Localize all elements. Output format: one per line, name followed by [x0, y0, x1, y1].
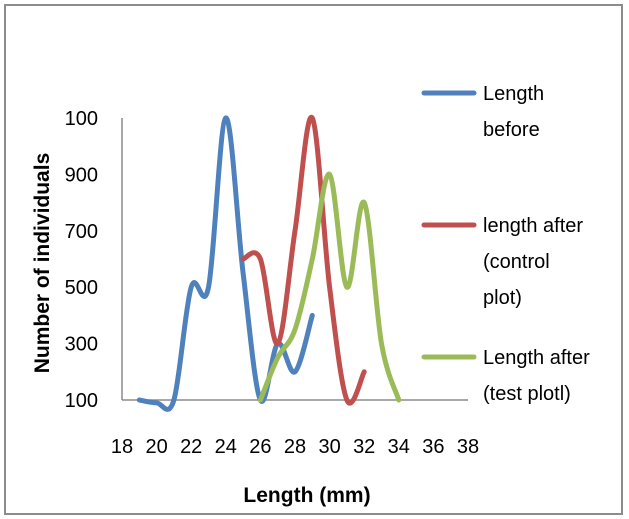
- x-tick-label: 28: [284, 436, 306, 458]
- x-tick-labels: 18 20 22 24 26 28 30 32 34 36 38: [111, 436, 479, 458]
- y-tick-label: 900: [65, 164, 98, 186]
- chart-frame: 100 300 500 700 900 100 18 20 22 24 26 28 30 32 34 36 3…: [4, 4, 623, 515]
- y-tick-label: 700: [65, 221, 98, 243]
- x-tick-label: 26: [249, 436, 271, 458]
- series-lines: [136, 115, 402, 412]
- x-tick-label: 36: [422, 436, 444, 458]
- line-chart: 100 300 500 700 900 100 18 20 22 24 26 28 30 32 34 36 3…: [31, 83, 590, 507]
- y-tick-labels: 100 300 500 700 900 100: [65, 108, 98, 412]
- series-line-1: [136, 115, 315, 412]
- y-tick-label: 300: [65, 334, 98, 356]
- series-line-2: [240, 115, 367, 406]
- legend-label: Length after (test plotl): [483, 347, 590, 405]
- x-tick-label: 20: [145, 436, 167, 458]
- x-tick-label: 24: [215, 436, 237, 458]
- legend-label: length after (control plot): [483, 215, 583, 309]
- x-tick-label: 34: [388, 436, 410, 458]
- y-tick-label: 500: [65, 277, 98, 299]
- x-tick-label: 18: [111, 436, 133, 458]
- x-axis-title: Length (mm): [243, 484, 370, 507]
- y-tick-label: 100: [65, 108, 98, 130]
- legend: Length before length after (control plot) Len…: [421, 83, 590, 405]
- y-tick-label: 100: [65, 390, 98, 412]
- legend-label: Length before: [483, 83, 544, 141]
- x-tick-label: 30: [318, 436, 340, 458]
- x-tick-label: 38: [457, 436, 479, 458]
- x-tick-label: 32: [353, 436, 375, 458]
- series-line-3: [257, 171, 402, 403]
- x-tick-label: 22: [180, 436, 202, 458]
- axes: [121, 118, 468, 401]
- y-axis-title: Number of individuals: [31, 153, 54, 374]
